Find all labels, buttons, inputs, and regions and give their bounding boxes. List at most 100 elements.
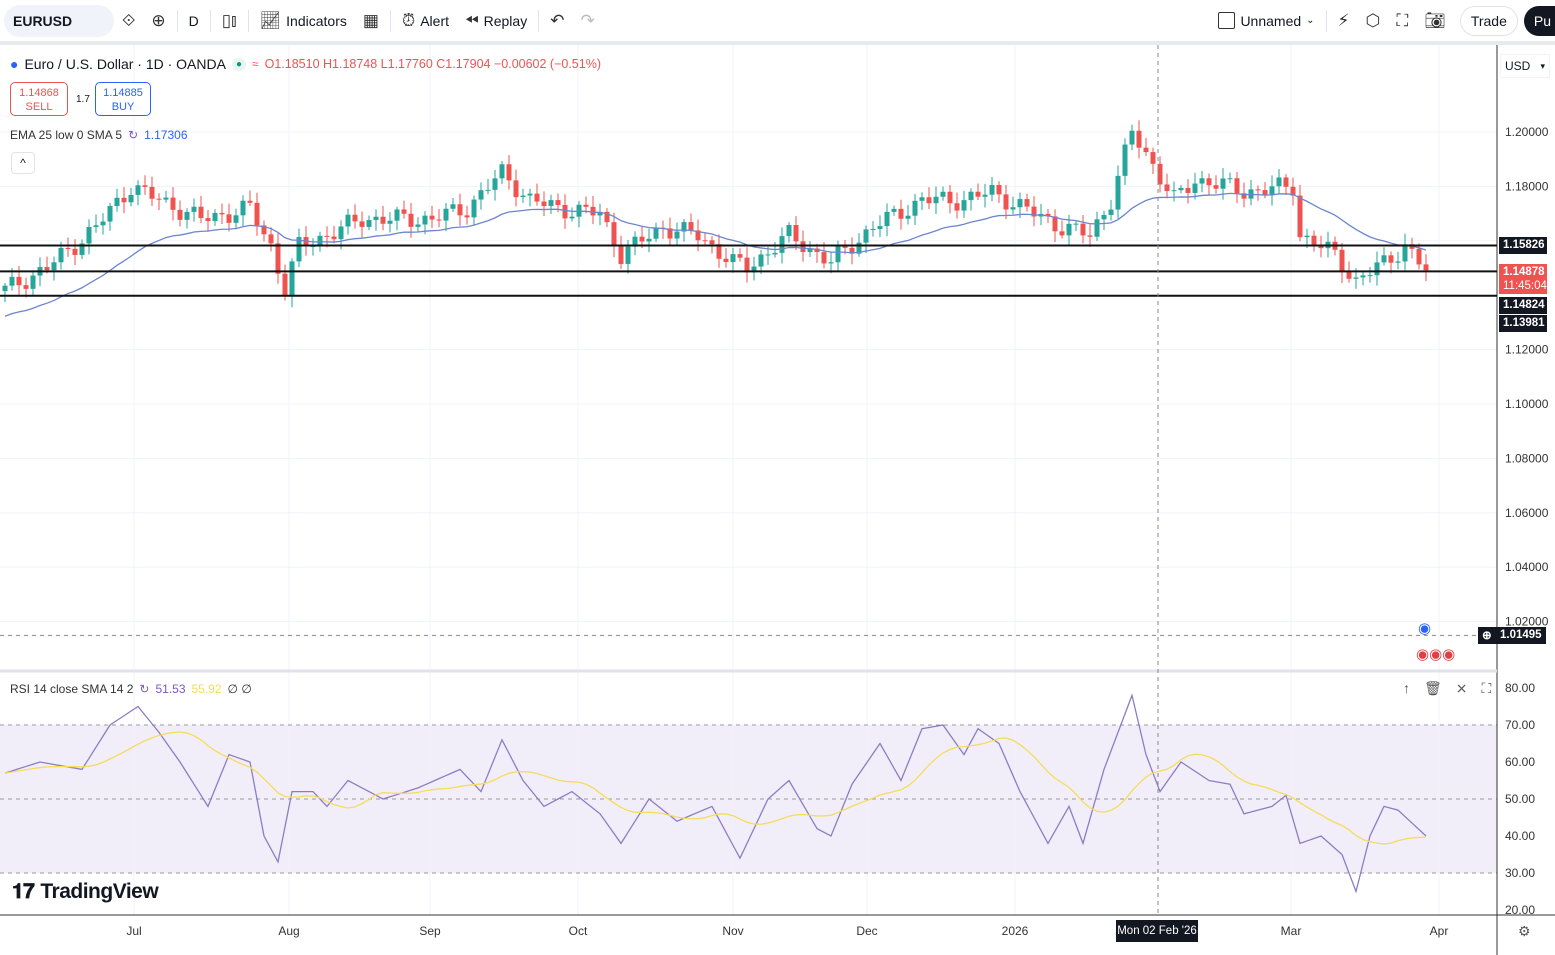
- candle-body: [548, 200, 554, 206]
- redo-icon[interactable]: ↷: [580, 10, 595, 30]
- divider: [1325, 9, 1327, 32]
- candle-body: [156, 198, 162, 200]
- refresh-icon: ↻: [128, 128, 139, 142]
- symbol-search[interactable]: EURUSD: [4, 4, 114, 37]
- candle-body: [653, 227, 659, 239]
- alert-button[interactable]: ⏰︎ Alert: [394, 5, 457, 37]
- candle-body: [149, 186, 155, 199]
- settings-icon[interactable]: ⬡: [1365, 10, 1381, 30]
- candle-body: [1080, 223, 1086, 236]
- add-plus-icon[interactable]: ⊕: [1482, 630, 1492, 642]
- event-flag-icon[interactable]: ◉: [1418, 620, 1432, 637]
- move-up-icon[interactable]: ↑: [1403, 680, 1410, 696]
- replay-button[interactable]: ⏪︎ Replay: [457, 5, 535, 37]
- rsi-tick: 80.00: [1505, 681, 1535, 695]
- candle-body: [926, 197, 932, 204]
- candle-body: [1178, 187, 1184, 191]
- candle-body: [1269, 186, 1275, 196]
- candle-body: [569, 216, 575, 219]
- candle-body: [1255, 189, 1261, 191]
- tv-logo-icon: 𝟏𝟕: [12, 880, 35, 903]
- candle-body: [44, 267, 50, 271]
- candle-body: [912, 200, 918, 216]
- rewind-icon: ⏪︎: [465, 10, 479, 30]
- current-price-tag: 1.14878 11:45:04: [1499, 264, 1547, 294]
- fullscreen-icon[interactable]: ⛶: [1396, 10, 1409, 30]
- candle-body: [1318, 245, 1324, 249]
- collapse-pane-icon[interactable]: ⨯: [1455, 680, 1468, 696]
- rsi-value: 51.53: [155, 682, 186, 696]
- interval-button[interactable]: D: [188, 12, 199, 29]
- candle-body: [849, 247, 855, 254]
- candle-body: [16, 276, 22, 286]
- candle-body: [611, 222, 617, 247]
- collapse-legend-button[interactable]: ^: [11, 152, 35, 174]
- candle-body: [128, 194, 134, 203]
- candle-body: [828, 262, 834, 264]
- candle-body: [562, 204, 568, 219]
- candle-body: [1171, 190, 1177, 192]
- candle-body: [807, 248, 813, 253]
- candle-body: [821, 252, 827, 264]
- camera-icon[interactable]: 📷︎: [1424, 10, 1446, 30]
- candle-body: [1192, 183, 1198, 193]
- rsi-label: RSI 14 close SMA 14 2: [10, 682, 134, 696]
- candle-body: [1213, 185, 1219, 189]
- diamond-icon[interactable]: ⟐: [122, 10, 136, 30]
- candle-body: [366, 220, 372, 227]
- candle-body: [282, 273, 288, 297]
- trade-button[interactable]: Trade: [1459, 5, 1518, 36]
- templates-grid-icon[interactable]: ▦: [362, 10, 379, 30]
- candle-body: [793, 225, 799, 242]
- candle-body: [1346, 272, 1352, 279]
- compare-plus-icon[interactable]: ⊕: [151, 10, 166, 30]
- candle-body: [401, 209, 407, 214]
- candle-body: [114, 197, 120, 207]
- candle-body: [1003, 194, 1009, 210]
- tradingview-logo[interactable]: 𝟏𝟕 TradingView: [12, 880, 159, 904]
- rsi-legend[interactable]: RSI 14 close SMA 14 2 ↻ 51.53 55.92 ∅ ∅: [10, 682, 252, 696]
- candle-body: [604, 211, 610, 223]
- candle-body: [1164, 184, 1170, 192]
- candles-icon[interactable]: ▯⫾: [221, 10, 237, 30]
- candle-body: [842, 246, 848, 248]
- currency-select[interactable]: USD ▾: [1500, 54, 1550, 78]
- candle-body: [982, 194, 988, 197]
- axis-settings-icon[interactable]: ⚙: [1518, 923, 1531, 939]
- sell-button[interactable]: 1.14868 SELL: [10, 82, 68, 116]
- candle-body: [1017, 199, 1023, 208]
- candle-body: [1115, 175, 1121, 210]
- undo-icon[interactable]: ↶: [550, 10, 565, 30]
- ema-line: [4, 192, 1427, 317]
- candle-body: [1220, 178, 1226, 189]
- candle-body: [1150, 152, 1156, 164]
- candle-body: [968, 191, 974, 201]
- economic-events-icon[interactable]: ◉◉◉: [1416, 646, 1456, 663]
- candle-body: [58, 248, 64, 263]
- ema-legend[interactable]: EMA 25 low 0 SMA 5 ↻ 1.17306: [10, 128, 188, 142]
- chart-canvas[interactable]: Jul Aug Sep Oct Nov Dec 2026 Mar Apr 1.20000 1.180…: [0, 45, 1555, 955]
- candle-body: [1283, 177, 1289, 187]
- rsi-line: [4, 693, 1427, 894]
- candle-body: [779, 236, 785, 253]
- symbol-title[interactable]: Euro / U.S. Dollar · 1D · OANDA: [24, 56, 226, 72]
- candle-body: [72, 248, 78, 255]
- checkbox-icon: [1218, 12, 1236, 29]
- layout-menu[interactable]: Unnamed ⌄: [1210, 5, 1322, 37]
- ema-value: 1.17306: [144, 128, 188, 142]
- candle-body: [954, 203, 960, 211]
- candle-body: [1276, 177, 1282, 187]
- candle-body: [667, 228, 673, 239]
- candle-body: [919, 197, 925, 201]
- maximize-pane-icon[interactable]: ⛶: [1481, 680, 1492, 696]
- buy-button[interactable]: 1.14885 BUY: [95, 82, 151, 116]
- delayed-icon: ≈: [252, 57, 259, 71]
- candle-body: [338, 226, 344, 240]
- indicators-button[interactable]: 📈︎ Indicators: [252, 5, 355, 37]
- publish-button[interactable]: Pu: [1523, 5, 1555, 36]
- rsi-tick: 60.00: [1505, 755, 1535, 769]
- trash-icon[interactable]: 🗑︎: [1424, 680, 1442, 696]
- quick-search-icon[interactable]: ⚡︎: [1337, 10, 1350, 30]
- candle-body: [184, 211, 190, 220]
- divider: [176, 9, 178, 32]
